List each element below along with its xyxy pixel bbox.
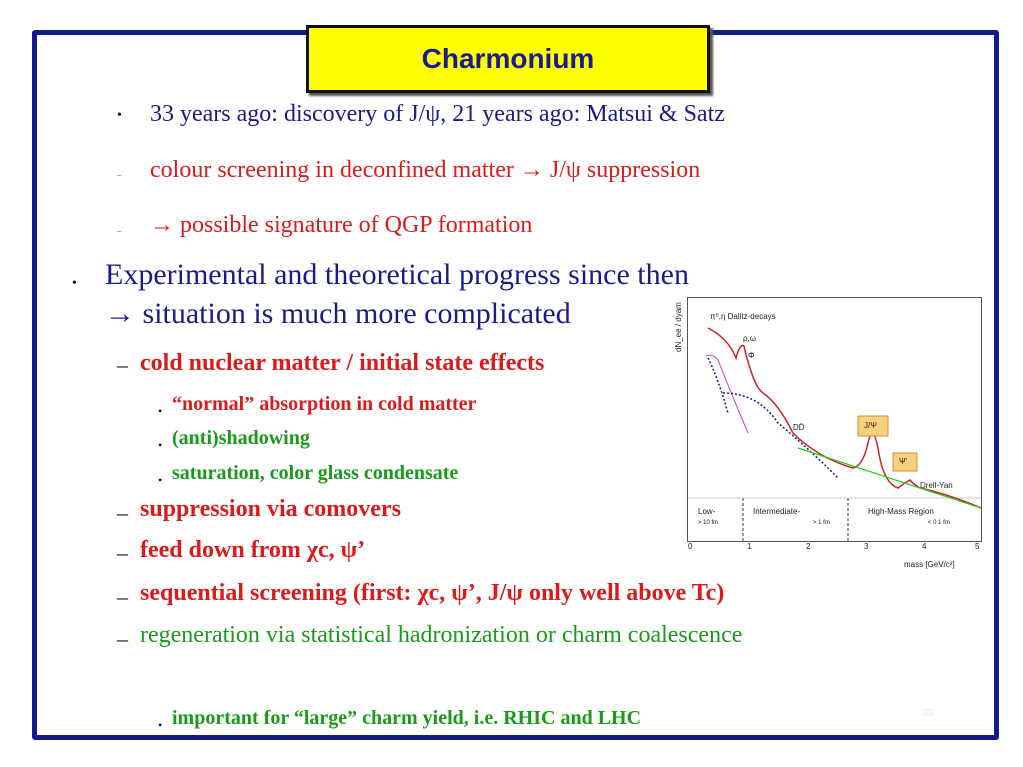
- text-line-10: suppression via comovers: [140, 496, 401, 522]
- dilepton-mass-spectrum-figure: π⁰,η Dalitz-decays ρ,ω Φ DD̄ J/Ψ Ψ' Drel…: [672, 292, 990, 584]
- x-tick-2: 2: [806, 542, 811, 551]
- text-line-8: (anti)shadowing: [172, 427, 310, 449]
- x-axis-label: mass [GeV/c²]: [904, 560, 955, 569]
- total-spectrum-curve: [707, 327, 982, 509]
- dd-label: DD̄: [793, 423, 805, 432]
- region-high: High-Mass Region: [868, 507, 934, 516]
- region-intermediate: Intermediate-: [753, 507, 801, 516]
- text-line-4: Experimental and theoretical progress si…: [105, 258, 689, 291]
- magenta-curve: [705, 354, 749, 434]
- bullet-dash: –: [117, 226, 122, 236]
- drell-yan-curve: [797, 447, 982, 509]
- dalitz-label: π⁰,η Dalitz-decays: [710, 312, 776, 321]
- psiprime-label: Ψ': [899, 457, 908, 466]
- jpsi-label: J/Ψ: [864, 421, 877, 430]
- rho-label: ρ,ω: [743, 334, 757, 343]
- psiprime-label-box: [892, 452, 918, 472]
- region-high-scale: < 0.1 fm: [928, 520, 950, 526]
- region-low: Low-: [698, 507, 716, 516]
- title-box: Charmonium: [306, 25, 710, 93]
- bullet-dash: –: [117, 352, 128, 377]
- plot-area: π⁰,η Dalitz-decays ρ,ω Φ DD̄ J/Ψ Ψ' Drel…: [687, 297, 982, 542]
- bullet-dot: •: [158, 473, 163, 487]
- spectrum-curves: [688, 327, 982, 541]
- region-intermediate-scale: > 1 fm: [813, 520, 830, 526]
- text-line-5: → situation is much more complicated: [105, 297, 571, 330]
- text-line-1: 33 years ago: discovery of J/ψ, 21 years…: [150, 101, 725, 127]
- text-line-9: saturation, color glass condensate: [172, 462, 459, 484]
- x-tick-0: 0: [688, 542, 693, 551]
- text-line-2: colour screening in deconfined matter → …: [150, 157, 701, 183]
- x-tick-3: 3: [864, 542, 869, 551]
- bullet-dot: •: [158, 438, 163, 452]
- region-low-scale: > 10 fm: [698, 520, 719, 526]
- bullet-dot: •: [72, 276, 77, 291]
- y-axis-label: dN_ee / dyam: [674, 302, 683, 352]
- bullet-dash: –: [117, 584, 128, 609]
- text-line-7: “normal” absorption in cold matter: [172, 393, 477, 415]
- text-line-12: sequential screening (first: χc, ψ’, J/ψ…: [140, 580, 725, 606]
- text-line-3: → possible signature of QGP formation: [150, 212, 533, 238]
- dd-curve: [722, 392, 839, 479]
- drell-yan-label: Drell-Yan: [920, 481, 953, 490]
- bullet-dot: •: [158, 404, 163, 418]
- page-number: 33: [922, 708, 934, 719]
- bullet-dash: –: [117, 170, 122, 180]
- x-tick-5: 5: [975, 542, 980, 551]
- text-line-11: feed down from χc, ψ’: [140, 537, 366, 563]
- x-tick-1: 1: [747, 542, 752, 551]
- text-line-13: regeneration via statistical hadronizati…: [140, 622, 743, 648]
- text-line-14: important for “large” charm yield, i.e. …: [172, 707, 642, 729]
- bullet-dash: –: [117, 540, 128, 565]
- bullet-dash: –: [117, 500, 128, 525]
- x-tick-4: 4: [922, 542, 927, 551]
- bullet-dash: –: [117, 626, 128, 651]
- dalitz-curve: [707, 357, 729, 414]
- text-line-6: cold nuclear matter / initial state effe…: [140, 350, 545, 376]
- phi-label: Φ: [748, 351, 755, 360]
- jpsi-label-box: [857, 415, 889, 437]
- slide-title: Charmonium: [421, 43, 595, 74]
- bullet-dot: •: [158, 718, 163, 732]
- bullet-dot: •: [117, 108, 122, 123]
